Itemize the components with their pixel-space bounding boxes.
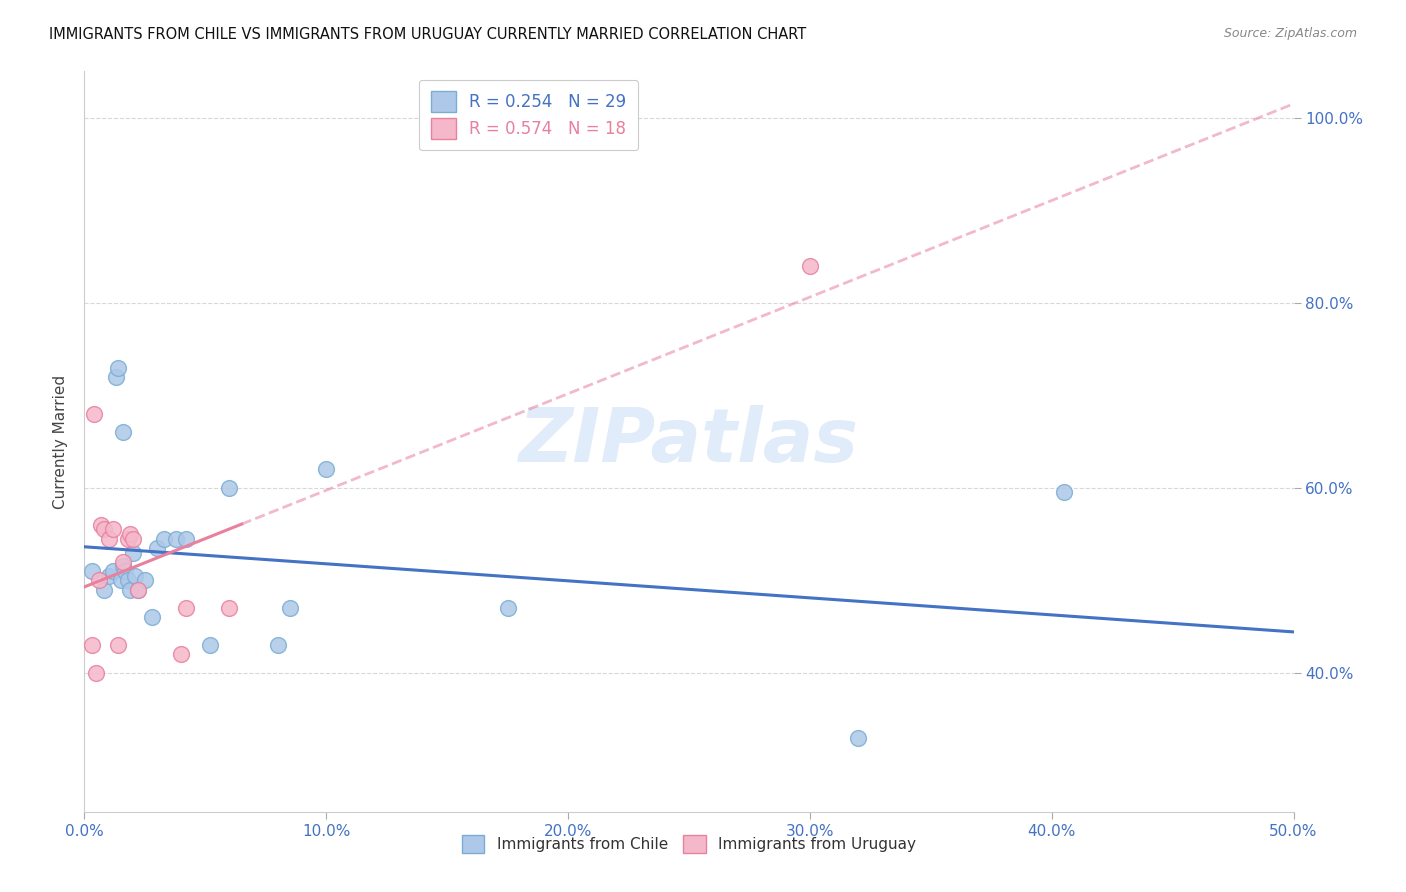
Point xyxy=(112,425,135,440)
Point xyxy=(278,601,301,615)
Point xyxy=(107,360,129,375)
Point xyxy=(97,568,120,582)
Point xyxy=(218,481,240,495)
Point xyxy=(87,574,110,588)
Point xyxy=(124,568,146,582)
Text: Source: ZipAtlas.com: Source: ZipAtlas.com xyxy=(1223,27,1357,40)
Point xyxy=(153,532,176,546)
Point xyxy=(146,541,169,555)
Point xyxy=(86,665,108,680)
Point xyxy=(117,532,139,546)
Text: ZIPatlas: ZIPatlas xyxy=(519,405,859,478)
Point xyxy=(198,638,221,652)
Point xyxy=(846,731,869,745)
Point xyxy=(110,574,132,588)
Point xyxy=(121,532,143,546)
Point xyxy=(174,601,197,615)
Point xyxy=(121,545,143,560)
Point xyxy=(127,582,149,597)
Point xyxy=(103,523,125,537)
Point xyxy=(170,648,193,662)
Point xyxy=(112,555,135,569)
Point xyxy=(174,532,197,546)
Point xyxy=(83,407,105,421)
Point xyxy=(315,462,337,476)
Point xyxy=(141,610,163,624)
Point xyxy=(93,523,115,537)
Point xyxy=(1053,485,1076,500)
Point xyxy=(799,259,821,273)
Point xyxy=(267,638,290,652)
Point xyxy=(104,369,127,384)
Point xyxy=(103,564,125,578)
Point xyxy=(165,532,187,546)
Point xyxy=(218,601,240,615)
Point xyxy=(134,574,156,588)
Point xyxy=(120,582,142,597)
Point xyxy=(496,601,519,615)
Point xyxy=(120,527,142,541)
Point xyxy=(107,638,129,652)
Point xyxy=(80,638,103,652)
Point xyxy=(97,532,120,546)
Point xyxy=(93,582,115,597)
Point xyxy=(112,559,135,574)
Point xyxy=(117,574,139,588)
Y-axis label: Currently Married: Currently Married xyxy=(53,375,69,508)
Point xyxy=(127,582,149,597)
Point xyxy=(90,517,112,532)
Point xyxy=(114,564,136,578)
Text: IMMIGRANTS FROM CHILE VS IMMIGRANTS FROM URUGUAY CURRENTLY MARRIED CORRELATION C: IMMIGRANTS FROM CHILE VS IMMIGRANTS FROM… xyxy=(49,27,807,42)
Point xyxy=(80,564,103,578)
Legend: Immigrants from Chile, Immigrants from Uruguay: Immigrants from Chile, Immigrants from U… xyxy=(456,829,922,860)
